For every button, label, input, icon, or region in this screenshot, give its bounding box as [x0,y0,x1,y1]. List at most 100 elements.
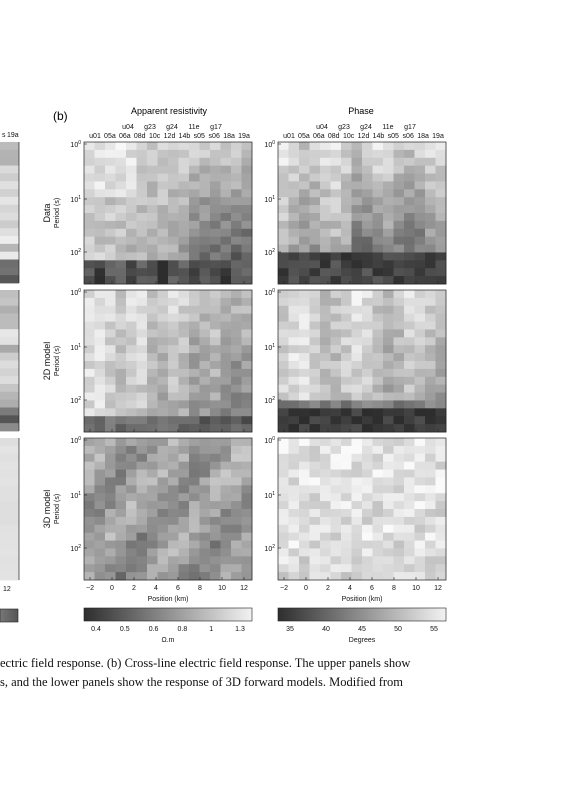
heatmap-cell [341,438,352,447]
heatmap-cell [84,438,95,447]
heatmap-cell [189,305,200,315]
heatmap-cell [351,556,363,565]
x-tick-label: 12 [240,585,248,592]
y-tick-label: 100 [70,436,81,445]
x-tick-label: −2 [280,585,288,592]
heatmap-cell [136,268,148,277]
heatmap-cell [330,329,342,338]
heatmap-cell [383,524,394,534]
heatmap-cell [157,524,169,534]
heatmap-cell [84,244,95,253]
heatmap-cell [383,453,394,463]
heatmap-cell [435,321,447,330]
heatmap-cell [168,548,179,557]
heatmap-cell [136,532,148,541]
heatmap-cell [309,345,321,354]
heatmap-cell [362,392,373,401]
heatmap-cell [157,236,169,245]
heatmap-cell [383,252,394,261]
heatmap-cell [278,173,289,182]
heatmap-cell [278,477,289,486]
heatmap-cell [330,368,342,378]
heatmap-cell [136,197,148,206]
heatmap-cell [372,268,384,277]
heatmap-cell [241,157,253,167]
heatmap-cell [178,329,190,338]
heatmap-cell [404,313,415,322]
heatmap-cell [210,564,221,573]
heatmap-cell [383,532,394,541]
heatmap-cell [94,376,106,386]
heatmap-cell [210,424,221,433]
heatmap-cell [330,485,342,494]
heatmap-cell [330,556,342,565]
heatmap-cell [425,453,436,463]
heatmap-cell [299,368,310,378]
heatmap-cell [115,297,127,307]
heatmap-cell [241,548,253,557]
heatmap-cell [199,236,211,245]
heatmap-cell [168,149,179,159]
heatmap-cell [105,376,116,386]
heatmap-cell [0,173,19,182]
heatmap-cell [425,548,436,557]
heatmap-cell [330,438,342,447]
heatmap-cell [320,228,331,238]
heatmap-cell [299,189,310,198]
heatmap-cell [84,213,95,222]
heatmap-cell [404,329,415,338]
heatmap-cell [94,524,106,534]
heatmap-cell [136,524,148,534]
row-label-data: Data Period (s) [42,198,61,228]
heatmap-cell [105,165,116,174]
heatmap-cell [168,416,179,425]
heatmap-cell [199,540,211,549]
heatmap-cell [362,556,373,565]
heatmap-cell [425,392,436,401]
heatmap-cell [309,165,321,174]
y-tick-label: 100 [264,140,275,149]
heatmap-cell [84,252,95,261]
heatmap-cell [425,313,436,322]
heatmap-cell [210,540,221,549]
heatmap-cell [0,297,19,307]
heatmap-cell [189,477,200,486]
heatmap-cell [241,189,253,198]
heatmap-cell [278,453,289,463]
heatmap-cell [372,157,384,167]
heatmap-cell [362,540,373,549]
heatmap-cell [351,189,363,198]
heatmap-cell [372,376,384,386]
heatmap-cell [404,149,415,159]
heatmap-cell [115,376,127,386]
heatmap-cell [372,142,384,151]
heatmap-cell [372,313,384,322]
heatmap-cell [126,368,137,378]
heatmap-cell [362,548,373,557]
y-tick-label: 100 [264,288,275,297]
heatmap-cell [136,181,148,190]
heatmap-cell [147,313,158,322]
heatmap-cell [136,392,148,401]
heatmap-cell [105,477,116,486]
heatmap-cell [84,220,95,230]
heatmap-cell [241,509,253,518]
y-tick-exponent: 1 [272,195,275,201]
heatmap-cell [0,368,19,377]
heatmap-cell [231,276,242,285]
heatmap-cell [105,368,116,378]
heatmap-cell [231,408,242,417]
heatmap-cell [330,424,342,433]
heatmap-cell [362,313,373,322]
heatmap-cell [84,345,95,354]
heatmap-cell [168,353,179,362]
heatmap-cell [341,548,352,557]
heatmap-cell [435,236,447,245]
heatmap-cell [351,244,363,253]
heatmap-cell [199,408,211,417]
heatmap-cell [220,268,232,277]
heatmap-cell [136,501,148,510]
heatmap-cell [220,384,232,393]
heatmap-cell [147,142,158,151]
